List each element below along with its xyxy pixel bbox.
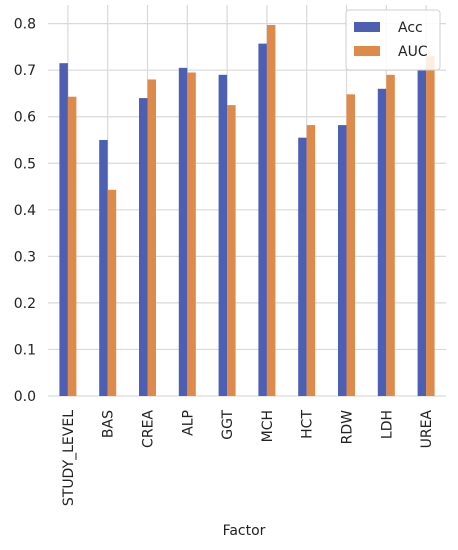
bar-acc-bas (99, 139, 108, 396)
bar-acc-ldh (377, 88, 387, 397)
y-tick-label: 0.7 (14, 63, 36, 79)
y-tick-label: 0.4 (14, 203, 36, 219)
bar-auc-crea (147, 79, 156, 396)
x-tick-label: BAS (101, 410, 117, 438)
x-tick-label: CREA (141, 410, 157, 448)
bar-auc-hct (306, 125, 316, 396)
bar-acc-hct (298, 137, 307, 397)
y-tick-label: 0.8 (14, 17, 36, 33)
x-tick-label: GGT (220, 410, 236, 440)
bar-acc-alp (178, 67, 188, 396)
y-tick-label: 0.6 (14, 110, 36, 126)
bar-auc-alp (187, 72, 196, 396)
x-tick-label: MCH (260, 410, 276, 442)
bar-auc-study_level (67, 96, 77, 397)
x-tick-label: RDW (340, 410, 356, 445)
bar-acc-study_level (59, 63, 68, 397)
x-axis-ticks: STUDY_LEVEL BAS CREA ALP GGT MCH HCT RDW LDH UREA (61, 410, 435, 507)
x-tick-label: ALP (180, 410, 196, 436)
bar-auc-ggt (227, 105, 236, 396)
x-tick-label: STUDY_LEVEL (61, 410, 77, 506)
legend-swatch-auc (354, 46, 380, 56)
bars (59, 25, 435, 397)
y-tick-label: 0.1 (14, 342, 36, 358)
y-axis-ticks: 0.0 0.1 0.2 0.3 0.4 0.5 0.6 0.7 0.8 (14, 17, 36, 405)
bar-auc-rdw (346, 94, 355, 396)
bar-acc-ggt (218, 74, 228, 397)
bar-acc-rdw (338, 125, 347, 396)
legend: Acc AUC (345, 9, 441, 71)
y-tick-label: 0.3 (14, 249, 36, 265)
y-tick-label: 0.5 (14, 156, 36, 172)
legend-box (345, 9, 441, 71)
bar-acc-urea (417, 70, 427, 397)
x-tick-label: LDH (379, 410, 395, 439)
bar-auc-mch (266, 25, 276, 397)
legend-swatch-acc (354, 22, 380, 32)
x-axis-title: Factor (223, 523, 266, 539)
bar-acc-mch (258, 43, 267, 397)
bar-acc-crea (139, 98, 148, 396)
y-tick-label: 0.0 (14, 389, 36, 405)
bar-auc-ldh (386, 74, 395, 397)
x-tick-label: HCT (300, 410, 316, 439)
y-tick-label: 0.2 (14, 296, 36, 312)
x-tick-label: UREA (419, 410, 435, 449)
legend-label-auc: AUC (398, 44, 428, 60)
bar-auc-bas (107, 189, 117, 396)
legend-label-acc: Acc (398, 20, 423, 36)
bar-auc-urea (426, 56, 435, 396)
